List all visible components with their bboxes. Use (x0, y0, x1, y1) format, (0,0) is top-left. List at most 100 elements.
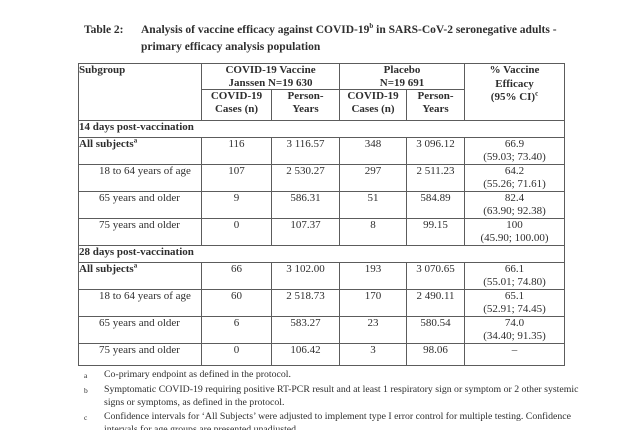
header-vaccine-group-line2: Janssen N=19 630 (228, 76, 313, 89)
header-placebo-person-years: Person- Years (406, 89, 466, 121)
subgroup-label: 18 to 64 years of age (99, 165, 191, 178)
cell-placebo-person-years: 3 070.65 (406, 262, 466, 290)
footnote-text: Symptomatic COVID-19 requiring positive … (104, 383, 579, 409)
header-vaccine-efficacy: % Vaccine Efficacy (95% CI)c (464, 63, 566, 121)
section-label-14-days: 14 days post-vaccination (77, 120, 566, 138)
footnote-ref-c: c (535, 89, 539, 98)
table-caption: Table 2: Analysis of vaccine efficacy ag… (84, 22, 578, 56)
cell-vaccine-efficacy: 66.1 (55.01; 74.80) (464, 262, 566, 290)
table-number-label: Table 2: (84, 24, 124, 36)
header-placebo-py-line1: Person- (417, 90, 454, 103)
cell-subgroup: 75 years and older (78, 343, 202, 366)
table-row: 18 to 64 years of age 60 2 518.73 170 2 … (78, 289, 566, 317)
efficacy-value: 64.2 (504, 165, 525, 178)
cell-vaccine-person-years: 3 116.57 (270, 137, 341, 165)
cell-placebo-cases: 348 (339, 137, 408, 165)
cell-subgroup: 65 years and older (78, 191, 202, 219)
cell-subgroup: 18 to 64 years of age (78, 289, 202, 317)
footnote-ref-b: b (369, 22, 374, 31)
cell-vaccine-efficacy: 64.2 (55.26; 71.61) (464, 164, 566, 192)
subgroup-label: 75 years and older (99, 344, 180, 357)
cell-placebo-cases: 51 (339, 191, 408, 219)
table-row: 65 years and older 6 583.27 23 580.54 74… (78, 316, 566, 344)
efficacy-value: 66.1 (504, 263, 525, 276)
cell-placebo-cases: 3 (339, 343, 408, 366)
header-placebo-py-line2: Years (422, 103, 449, 115)
table-row: 75 years and older 0 106.42 3 98.06 – (78, 343, 566, 366)
efficacy-ci: (52.91; 74.45) (483, 303, 546, 315)
header-subgroup: Subgroup (78, 63, 202, 121)
cell-vaccine-person-years: 2 518.73 (270, 289, 341, 317)
cell-placebo-person-years: 2 490.11 (406, 289, 466, 317)
table-row: 18 to 64 years of age 107 2 530.27 297 2… (78, 164, 566, 192)
cell-placebo-cases: 193 (339, 262, 408, 290)
header-vaccine-person-years: Person- Years (270, 89, 341, 121)
header-placebo-cases-line2: Cases (n) (351, 103, 395, 115)
cell-vaccine-cases: 9 (201, 191, 272, 219)
efficacy-value: 65.1 (504, 290, 525, 303)
header-placebo-group: Placebo N=19 691 (339, 63, 466, 90)
cell-subgroup: 75 years and older (78, 218, 202, 246)
efficacy-table: Subgroup COVID-19 Vaccine Janssen N=19 6… (77, 63, 566, 366)
footnote-marker: b (84, 385, 88, 395)
cell-vaccine-person-years: 2 530.27 (270, 164, 341, 192)
cell-vaccine-person-years: 3 102.00 (270, 262, 341, 290)
subgroup-label: 65 years and older (99, 317, 180, 330)
cell-vaccine-person-years: 107.37 (270, 218, 341, 246)
cell-vaccine-cases: 60 (201, 289, 272, 317)
table-row: 75 years and older 0 107.37 8 99.15 100 … (78, 218, 566, 246)
header-vaccine-group: COVID-19 Vaccine Janssen N=19 630 (200, 63, 341, 90)
footnote-text: Confidence intervals for ‘All Subjects’ … (104, 410, 571, 430)
cell-vaccine-cases: 107 (201, 164, 272, 192)
cell-subgroup: 65 years and older (78, 316, 202, 344)
footnote-c: c Confidence intervals for ‘All Subjects… (84, 410, 584, 430)
header-placebo-cases: COVID-19 Cases (n) (339, 89, 408, 121)
header-efficacy-line1: % Vaccine (489, 64, 540, 77)
efficacy-ci: (55.26; 71.61) (483, 178, 546, 190)
cell-subgroup: All subjectsa (78, 262, 202, 290)
cell-placebo-person-years: 99.15 (406, 218, 466, 246)
section-label-28-days: 28 days post-vaccination (77, 245, 566, 263)
efficacy-ci: (59.03; 73.40) (483, 151, 546, 163)
cell-vaccine-person-years: 586.31 (270, 191, 341, 219)
header-placebo-group-line1: Placebo (383, 64, 421, 77)
footnote-a: a Co-primary endpoint as defined in the … (84, 368, 584, 383)
cell-placebo-person-years: 98.06 (406, 343, 466, 366)
cell-vaccine-efficacy: 82.4 (63.90; 92.38) (464, 191, 566, 219)
cell-vaccine-cases: 0 (201, 218, 272, 246)
cell-vaccine-person-years: 583.27 (270, 316, 341, 344)
cell-placebo-person-years: 2 511.23 (406, 164, 466, 192)
header-row-subcolumns: COVID-19 Cases (n) Person- Years COVID-1… (79, 89, 565, 121)
header-vaccine-cases: COVID-19 Cases (n) (201, 89, 272, 121)
header-vaccine-group-line1: COVID-19 Vaccine (225, 64, 316, 77)
header-vaccine-py-line1: Person- (287, 90, 324, 103)
table-row: All subjectsa 66 3 102.00 193 3 070.65 6… (78, 262, 566, 290)
header-placebo-group-line2: N=19 691 (379, 76, 425, 89)
cell-vaccine-efficacy: 74.0 (34.40; 91.35) (464, 316, 566, 344)
efficacy-value: 82.4 (504, 192, 525, 205)
footnote-b: b Symptomatic COVID-19 requiring positiv… (84, 383, 584, 410)
cell-placebo-person-years: 3 096.12 (406, 137, 466, 165)
footnote-marker: a (84, 371, 88, 380)
efficacy-ci: (34.40; 91.35) (483, 330, 546, 342)
footnote-marker: c (84, 412, 88, 422)
cell-vaccine-efficacy: 100 (45.90; 100.00) (464, 218, 566, 246)
cell-placebo-cases: 8 (339, 218, 408, 246)
header-efficacy-ci-label: (95% CI) (490, 91, 536, 103)
header-vaccine-py-line2: Years (292, 103, 319, 115)
subgroup-label: All subjects (79, 263, 134, 276)
footnote-ref-a: a (133, 137, 138, 145)
cell-vaccine-cases: 6 (201, 316, 272, 344)
table-title-before-sup: Analysis of vaccine efficacy against COV… (141, 24, 370, 36)
cell-placebo-person-years: 580.54 (406, 316, 466, 344)
table-title-after-sup: in SARS-CoV-2 seronegative adults - prim… (141, 24, 557, 53)
table-row: All subjectsa 116 3 116.57 348 3 096.12 … (78, 137, 566, 165)
cell-vaccine-cases: 0 (201, 343, 272, 366)
cell-placebo-person-years: 584.89 (406, 191, 466, 219)
cell-vaccine-efficacy: 66.9 (59.03; 73.40) (464, 137, 566, 165)
table-title-text: Analysis of vaccine efficacy against COV… (141, 22, 578, 56)
efficacy-value: 100 (506, 219, 523, 232)
cell-placebo-cases: 23 (339, 316, 408, 344)
efficacy-value: 66.9 (504, 138, 525, 151)
